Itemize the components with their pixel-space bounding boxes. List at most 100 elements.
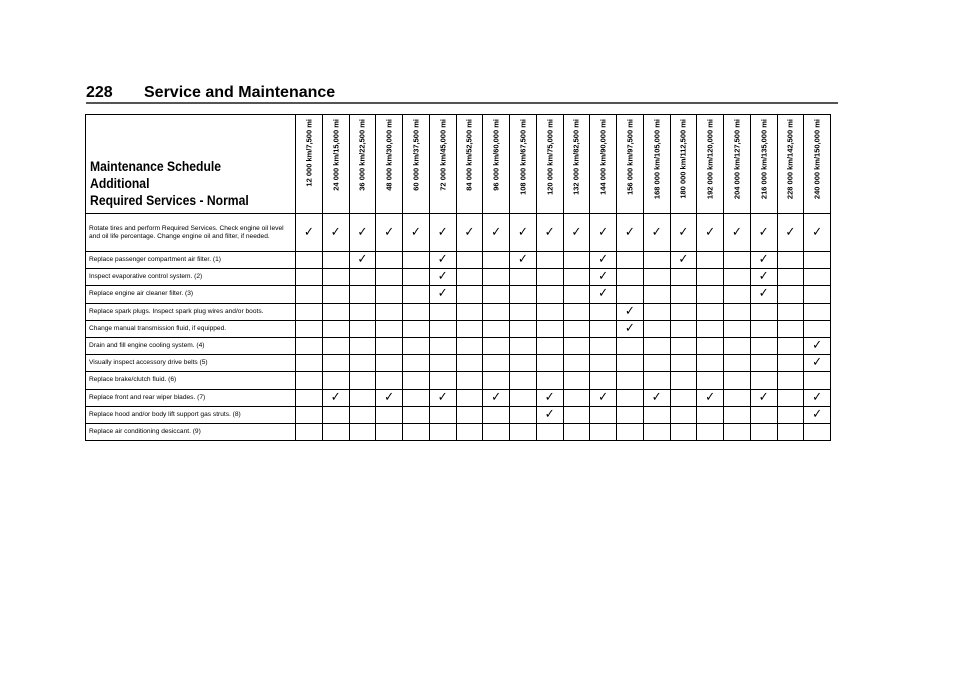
empty-cell xyxy=(803,319,831,338)
check-icon: ✓ xyxy=(589,268,617,287)
empty-cell xyxy=(669,422,698,442)
empty-cell xyxy=(535,371,564,390)
empty-cell xyxy=(723,319,751,338)
empty-cell xyxy=(642,354,671,373)
empty-cell xyxy=(776,388,805,407)
empty-cell xyxy=(348,354,377,373)
column-header: 240 000 km/150,000 mi xyxy=(803,114,831,214)
empty-cell xyxy=(455,302,484,321)
empty-cell xyxy=(616,285,644,304)
empty-cell xyxy=(509,285,537,304)
column-header-label: 144 000 km/90,000 mi xyxy=(598,119,608,195)
empty-cell xyxy=(509,302,537,321)
empty-cell xyxy=(428,302,457,321)
empty-cell xyxy=(402,302,430,321)
empty-cell xyxy=(348,388,377,407)
column-header-label: 216 000 km/135,000 mi xyxy=(759,119,769,200)
empty-cell xyxy=(295,302,323,321)
check-icon: ✓ xyxy=(348,250,377,270)
column-header: 96 000 km/60,000 mi xyxy=(482,114,510,214)
check-icon: ✓ xyxy=(482,213,510,252)
column-header-label: 156 000 km/97,500 mi xyxy=(625,119,635,195)
check-icon: ✓ xyxy=(696,213,724,252)
header-rule xyxy=(86,102,838,104)
empty-cell xyxy=(509,319,537,338)
empty-cell xyxy=(455,405,484,424)
column-header: 132 000 km/82,500 mi xyxy=(562,114,591,214)
empty-cell xyxy=(348,319,377,338)
empty-cell xyxy=(509,336,537,356)
empty-cell xyxy=(642,405,671,424)
check-icon: ✓ xyxy=(749,388,778,407)
check-icon: ✓ xyxy=(428,213,457,252)
column-header: 120 000 km/75,000 mi xyxy=(535,114,564,214)
column-header-label: 72 000 km/45,000 mi xyxy=(438,119,448,191)
empty-cell xyxy=(295,319,323,338)
empty-cell xyxy=(642,336,671,356)
empty-cell xyxy=(642,250,671,270)
empty-cell xyxy=(482,319,510,338)
empty-cell xyxy=(375,336,403,356)
column-header-label: 36 000 km/22,500 mi xyxy=(357,119,367,191)
check-icon: ✓ xyxy=(375,388,403,407)
column-header: 36 000 km/22,500 mi xyxy=(348,114,377,214)
service-label: Change manual transmission fluid, if equ… xyxy=(85,319,296,338)
empty-cell xyxy=(696,285,724,304)
empty-cell xyxy=(749,319,778,338)
service-label: Replace brake/clutch fluid. (6) xyxy=(85,371,296,390)
empty-cell xyxy=(482,268,510,287)
empty-cell xyxy=(375,268,403,287)
check-icon: ✓ xyxy=(749,285,778,304)
table-row: Drain and fill engine cooling system. (4… xyxy=(85,336,831,356)
empty-cell xyxy=(402,371,430,390)
empty-cell xyxy=(348,422,377,442)
empty-cell xyxy=(535,285,564,304)
empty-cell xyxy=(295,371,323,390)
column-header: 60 000 km/37,500 mi xyxy=(402,114,430,214)
check-icon: ✓ xyxy=(803,388,831,407)
column-header: 180 000 km/112,500 mi xyxy=(669,114,698,214)
check-icon: ✓ xyxy=(375,213,403,252)
check-icon: ✓ xyxy=(535,405,564,424)
empty-cell xyxy=(375,371,403,390)
empty-cell xyxy=(776,422,805,442)
check-icon: ✓ xyxy=(589,250,617,270)
table-row: Inspect evaporative control system. (2) ✓… xyxy=(85,268,831,287)
empty-cell xyxy=(348,268,377,287)
check-icon: ✓ xyxy=(428,250,457,270)
check-icon: ✓ xyxy=(803,354,831,373)
table-row: Change manual transmission fluid, if equ… xyxy=(85,319,831,338)
empty-cell xyxy=(696,336,724,356)
empty-cell xyxy=(723,250,751,270)
column-header: 12 000 km/7,500 mi xyxy=(295,114,323,214)
empty-cell xyxy=(723,336,751,356)
empty-cell xyxy=(723,354,751,373)
check-icon: ✓ xyxy=(589,388,617,407)
service-label: Visually inspect accessory drive belts (… xyxy=(85,354,296,373)
check-icon: ✓ xyxy=(803,405,831,424)
empty-cell xyxy=(428,354,457,373)
empty-cell xyxy=(642,268,671,287)
empty-cell xyxy=(509,422,537,442)
empty-cell xyxy=(562,302,591,321)
empty-cell xyxy=(535,250,564,270)
column-header-label: 240 000 km/150,000 mi xyxy=(812,119,822,200)
empty-cell xyxy=(348,405,377,424)
check-icon: ✓ xyxy=(642,213,671,252)
check-icon: ✓ xyxy=(749,213,778,252)
service-label: Replace hood and/or body lift support ga… xyxy=(85,405,296,424)
empty-cell xyxy=(509,405,537,424)
service-label: Inspect evaporative control system. (2) xyxy=(85,268,296,287)
empty-cell xyxy=(509,388,537,407)
empty-cell xyxy=(589,319,617,338)
column-header-label: 96 000 km/60,000 mi xyxy=(491,119,501,191)
table-row: Replace air conditioning desiccant. (9) xyxy=(85,422,831,442)
empty-cell xyxy=(696,371,724,390)
empty-cell xyxy=(669,371,698,390)
service-label: Replace passenger compartment air filter… xyxy=(85,250,296,270)
empty-cell xyxy=(535,336,564,356)
column-header-label: 180 000 km/112,500 mi xyxy=(678,119,688,199)
check-icon: ✓ xyxy=(589,213,617,252)
column-header: 168 000 km/105,000 mi xyxy=(642,114,671,214)
empty-cell xyxy=(616,336,644,356)
